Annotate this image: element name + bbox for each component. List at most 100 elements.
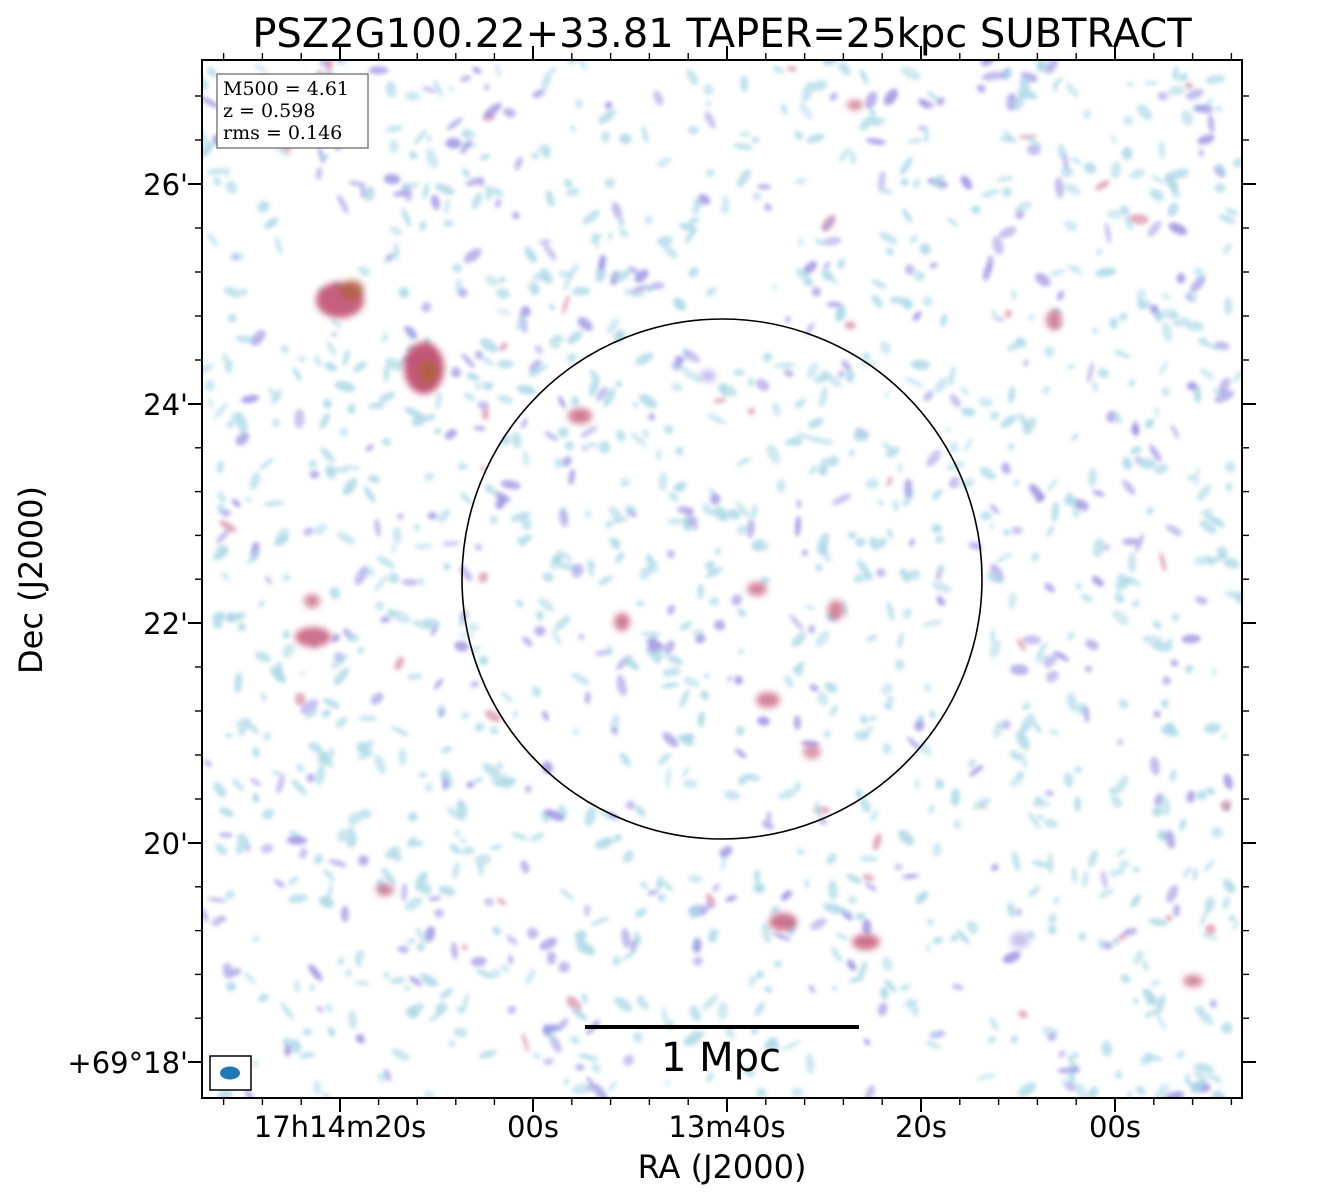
emission-speckle (1167, 169, 1184, 180)
emission-speckle (1181, 634, 1201, 644)
compact-source (1046, 310, 1062, 330)
emission-speckle (1184, 81, 1193, 90)
emission-speckle (520, 517, 532, 531)
emission-speckle (418, 577, 424, 586)
emission-speckle (1205, 97, 1214, 107)
emission-speckle (500, 691, 514, 703)
emission-speckle (1158, 141, 1166, 160)
emission-speckle (834, 906, 853, 915)
emission-speckle (743, 1067, 756, 1078)
emission-speckle (460, 711, 470, 720)
emission-speckle (886, 247, 894, 256)
emission-speckle (835, 932, 848, 941)
emission-speckle (375, 601, 385, 611)
emission-speckle (243, 971, 257, 985)
emission-speckle (403, 325, 418, 339)
emission-speckle (254, 651, 272, 663)
emission-speckle (660, 682, 680, 689)
emission-speckle (1113, 350, 1131, 359)
emission-speckle (1024, 136, 1043, 147)
emission-speckle (1165, 524, 1183, 536)
emission-speckle (854, 730, 870, 741)
emission-speckle (453, 1027, 468, 1038)
emission-speckle (1215, 105, 1223, 113)
emission-speckle (1144, 80, 1158, 86)
emission-speckle (703, 672, 710, 680)
emission-speckle (355, 1034, 365, 1044)
emission-speckle (1057, 143, 1066, 160)
emission-speckle (1184, 1080, 1198, 1089)
emission-speckle (453, 829, 461, 837)
emission-speckle (477, 400, 490, 410)
emission-speckle (1112, 411, 1122, 425)
emission-speckle (881, 682, 893, 695)
scale-bar-label: 1 Mpc (661, 1035, 781, 1081)
emission-speckle (884, 979, 897, 993)
emission-speckle (1121, 146, 1133, 161)
emission-speckle (990, 523, 995, 530)
emission-speckle (1092, 537, 1105, 558)
emission-speckle (274, 879, 285, 888)
emission-speckle (1154, 464, 1169, 474)
emission-speckle (752, 192, 762, 201)
emission-speckle (853, 573, 864, 584)
emission-speckle (899, 156, 913, 176)
emission-speckle (577, 1053, 599, 1061)
emission-speckle (1020, 752, 1028, 769)
emission-speckle (515, 599, 524, 608)
emission-speckle (1000, 414, 1018, 428)
emission-speckle (421, 302, 432, 312)
emission-speckle (428, 896, 442, 901)
emission-speckle (534, 625, 546, 637)
emission-speckle (213, 402, 229, 419)
emission-speckle (623, 849, 634, 864)
emission-speckle (884, 702, 893, 710)
emission-speckle (575, 1064, 585, 1071)
emission-speckle (1066, 364, 1076, 370)
emission-speckle (1117, 573, 1130, 589)
emission-speckle (826, 853, 837, 865)
emission-speckle (1118, 312, 1129, 321)
emission-speckle (664, 1079, 670, 1086)
emission-speckle (1122, 479, 1136, 496)
emission-speckle (441, 540, 460, 547)
emission-speckle (282, 643, 295, 659)
emission-speckle (358, 855, 369, 866)
emission-speckle (695, 634, 706, 644)
emission-speckle (870, 809, 879, 822)
emission-speckle (1074, 796, 1081, 812)
emission-speckle (323, 869, 336, 881)
emission-speckle (706, 1072, 714, 1083)
emission-speckle (470, 681, 480, 688)
emission-speckle (1002, 129, 1018, 144)
emission-speckle (1022, 635, 1042, 645)
emission-speckle (348, 811, 363, 826)
emission-speckle (610, 726, 619, 736)
emission-speckle (461, 168, 470, 178)
emission-speckle (996, 316, 1005, 322)
emission-speckle (1220, 799, 1232, 811)
emission-speckle (636, 600, 645, 607)
emission-speckle (1206, 1073, 1223, 1084)
emission-speckle (688, 216, 700, 225)
emission-speckle (399, 182, 421, 192)
emission-speckle (1126, 1091, 1133, 1098)
emission-speckle (907, 998, 920, 1017)
emission-speckle (584, 510, 592, 518)
emission-speckle (1117, 738, 1124, 745)
emission-speckle (989, 411, 1000, 421)
emission-speckle (845, 369, 855, 383)
emission-speckle (358, 715, 378, 722)
emission-speckle (995, 175, 1014, 182)
emission-speckle (598, 440, 611, 454)
emission-speckle (356, 741, 371, 757)
emission-speckle (972, 797, 991, 810)
emission-speckle (207, 66, 217, 78)
emission-speckle (880, 340, 891, 355)
emission-speckle (735, 748, 747, 759)
emission-speckle (663, 424, 674, 434)
info-redshift: z = 0.598 (223, 100, 315, 122)
emission-speckle (910, 359, 930, 370)
emission-speckle (640, 631, 662, 637)
emission-speckle (803, 261, 818, 275)
